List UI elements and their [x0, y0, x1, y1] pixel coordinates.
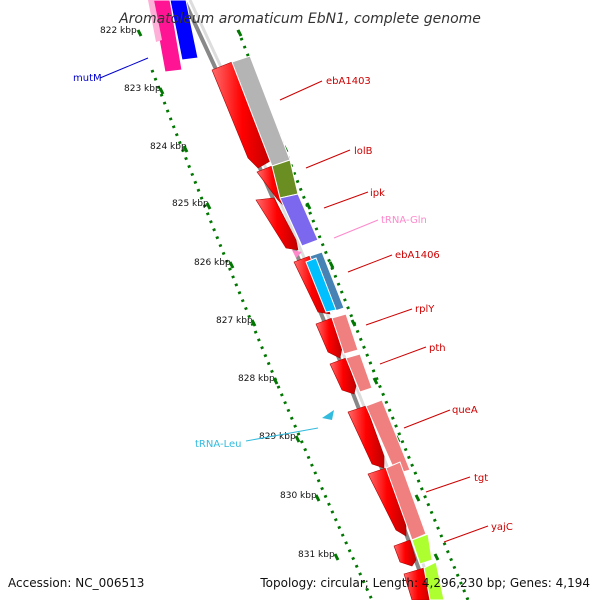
label-queA[interactable]: queA [452, 405, 478, 416]
ruler-label: 828 kbp [238, 374, 275, 384]
outer-ruler-tick [350, 319, 357, 327]
ruler-label: 826 kbp [194, 258, 231, 268]
gene-queA[interactable] [347, 405, 385, 469]
ruler-tick [228, 261, 235, 269]
genome-summary-text: Topology: circular; Length: 4,296,230 bp… [259, 576, 590, 590]
ruler-tick [136, 29, 143, 37]
accession-text: Accession: NC_006513 [8, 576, 144, 590]
label-rplY[interactable]: rplY [415, 304, 435, 315]
cog-track [231, 55, 445, 600]
ruler-label: 831 kbp [298, 550, 335, 560]
gene-yajC[interactable] [393, 539, 433, 600]
mutM-feature[interactable] [148, 0, 199, 73]
ruler-label: 822 kbp [100, 26, 137, 36]
label-ipk[interactable]: ipk [370, 188, 385, 199]
outer-ruler-tick [236, 29, 243, 37]
label-trna-leu[interactable]: tRNA-Leu [195, 439, 241, 450]
ruler-ticks: 822 kbp 823 kbp 824 kbp 825 kbp 826 kbp 827 k… [100, 26, 440, 561]
ruler-label: 827 kbp [216, 316, 253, 326]
outer-ruler-tick [305, 202, 312, 210]
ruler-tick [333, 553, 340, 561]
label-lolB[interactable]: lolB [354, 146, 373, 157]
label-yajC[interactable]: yajC [491, 522, 513, 533]
gene-tgt[interactable] [367, 467, 407, 537]
label-tgt[interactable]: tgt [474, 473, 488, 484]
outer-ruler-tick [433, 553, 440, 561]
gene-rplY[interactable] [315, 317, 343, 359]
gene-pth[interactable] [329, 357, 357, 395]
label-pth[interactable]: pth [429, 343, 446, 354]
ruler-tick [182, 145, 189, 153]
label-ebA1406[interactable]: ebA1406 [395, 250, 440, 261]
label-mutM[interactable]: mutM [73, 73, 102, 84]
gene-ipk[interactable] [255, 197, 299, 251]
ruler-tick [272, 377, 279, 385]
ruler-tick [158, 87, 165, 95]
ruler-label: 825 kbp [172, 199, 209, 209]
outer-ruler-tick [414, 494, 421, 502]
ruler-tick [314, 494, 321, 502]
label-leaders [99, 57, 489, 543]
ruler-tick [205, 202, 212, 210]
ruler-dotted-line [150, 69, 374, 600]
ruler-label: 829 kbp [259, 432, 296, 442]
ruler-label: 830 kbp [280, 491, 317, 501]
map-title: Aromatoleum aromaticum EbN1, complete ge… [118, 11, 481, 27]
ruler-tick [294, 435, 301, 443]
label-trna-gln[interactable]: tRNA-Gln [381, 215, 427, 226]
trna-leu-marker[interactable] [322, 410, 334, 420]
ruler-label: 823 kbp [124, 84, 161, 94]
ruler-tick [250, 319, 257, 327]
ruler-label: 824 kbp [150, 142, 187, 152]
trna-gln-marker[interactable] [292, 250, 302, 258]
outer-ruler-tick [328, 261, 335, 269]
label-ebA1403[interactable]: ebA1403 [326, 76, 371, 87]
outer-ruler-tick [372, 377, 379, 385]
